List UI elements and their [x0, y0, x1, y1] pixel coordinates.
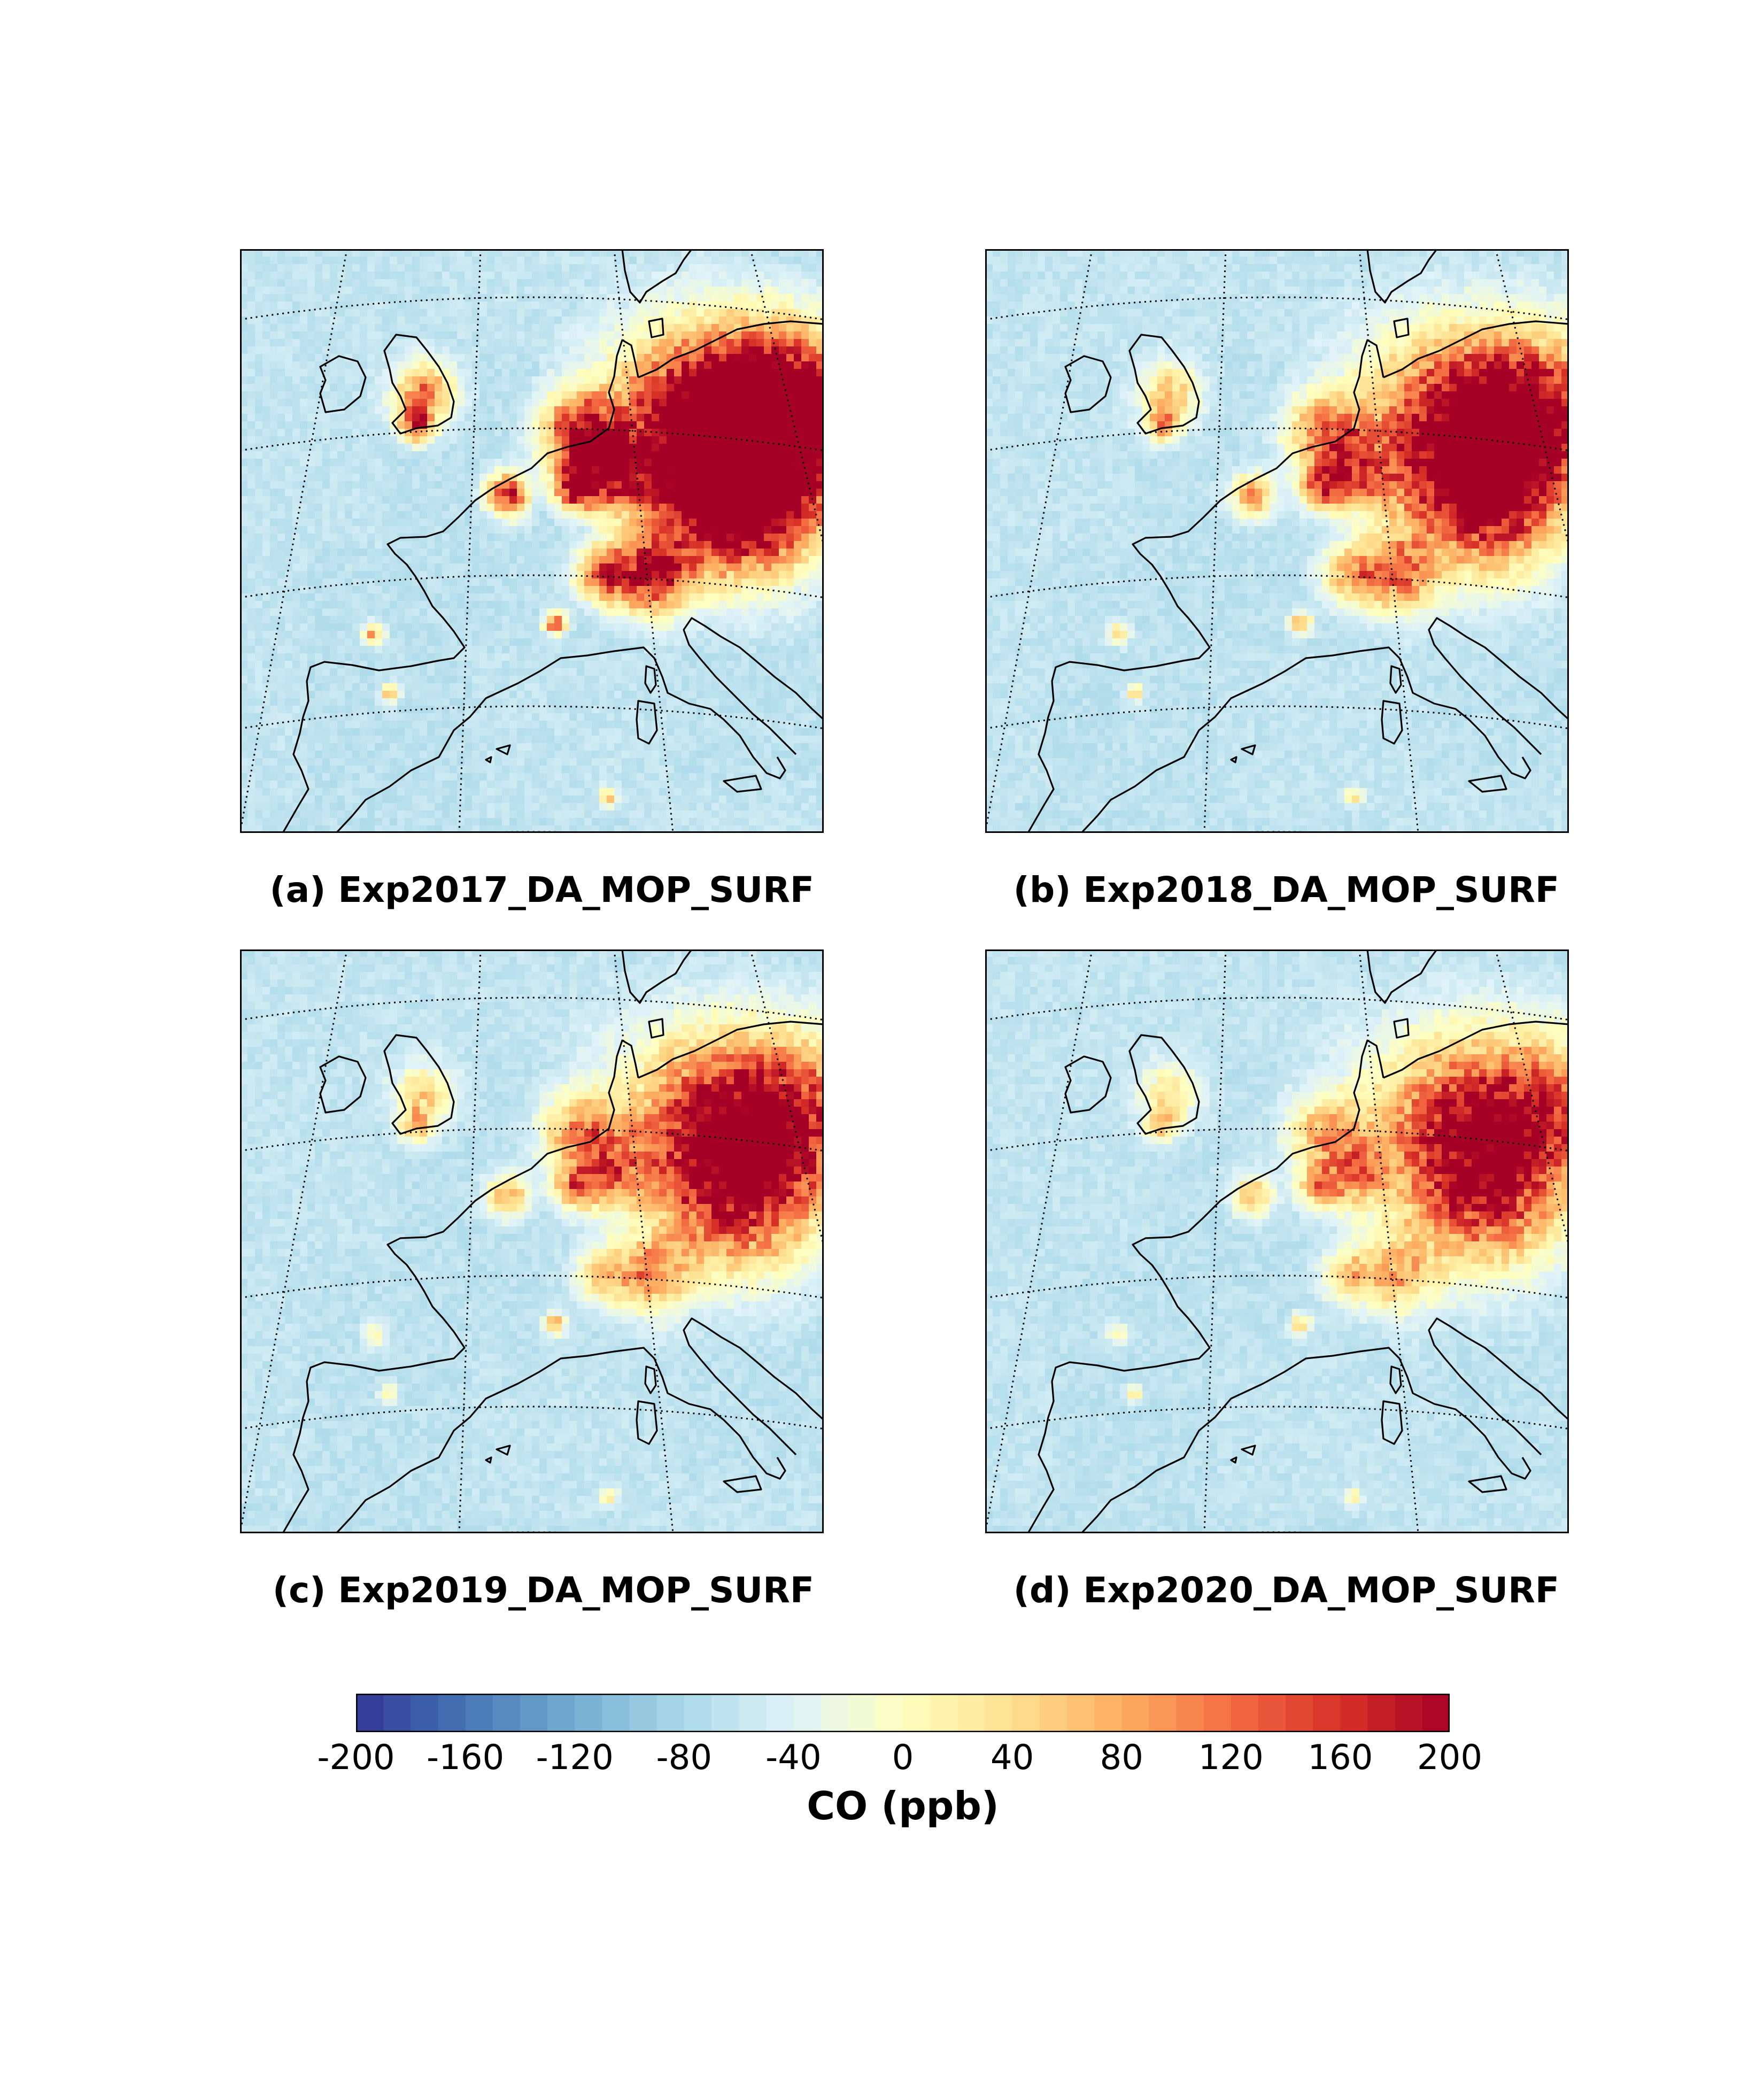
colorbar-bin: [739, 1694, 767, 1732]
colorbar-bin: [656, 1694, 685, 1732]
map-a: [240, 249, 824, 833]
colorbar-bin: [957, 1694, 986, 1732]
co-field: [985, 949, 1569, 1533]
colorbar-bin: [1340, 1694, 1368, 1732]
colorbar-bin: [848, 1694, 876, 1732]
colorbar-label: CO (ppb): [636, 1783, 1170, 1829]
map-c: [240, 949, 824, 1533]
coastlines: [282, 949, 824, 1533]
colorbar-bin: [1313, 1694, 1341, 1732]
colorbar-tick: -80: [631, 1738, 738, 1778]
colorbar-bin: [684, 1694, 712, 1732]
panel-caption-d: (d) Exp2020_DA_MOP_SURF: [976, 1569, 1559, 1612]
colorbar-bin: [602, 1694, 630, 1732]
colorbar-bin: [383, 1694, 412, 1732]
coastlines: [1027, 949, 1569, 1533]
colorbar-tick: 120: [1178, 1738, 1285, 1778]
colorbar-bin: [465, 1694, 493, 1732]
colorbar-bin: [438, 1694, 466, 1732]
colorbar-bin: [356, 1694, 384, 1732]
colorbar-bin: [1039, 1694, 1067, 1732]
colorbar-tick: -160: [412, 1738, 519, 1778]
colorbar-bin: [1231, 1694, 1259, 1732]
map-frame: [985, 249, 1569, 833]
colorbar-bin: [793, 1694, 822, 1732]
colorbar-bin: [1121, 1694, 1150, 1732]
colorbar-bin: [411, 1694, 439, 1732]
colorbar-tick: -120: [521, 1738, 628, 1778]
colorbar-tick: 160: [1287, 1738, 1394, 1778]
map-panel-a: [240, 249, 824, 833]
panel-caption-c: (c) Exp2019_DA_MOP_SURF: [230, 1569, 814, 1612]
map-panel-c: [240, 949, 824, 1533]
co-field: [240, 249, 824, 833]
panel-caption-a: (a) Exp2017_DA_MOP_SURF: [230, 869, 815, 912]
colorbar-tick: 40: [959, 1738, 1066, 1778]
map-d: [985, 949, 1569, 1533]
panel-caption-b: (b) Exp2018_DA_MOP_SURF: [976, 869, 1559, 912]
coastlines: [282, 249, 824, 833]
colorbar-bin: [1422, 1694, 1450, 1732]
co-field: [240, 949, 824, 1533]
colorbar-tick: -200: [303, 1738, 409, 1778]
colorbar-tick: 0: [849, 1738, 956, 1778]
colorbar-bin: [1395, 1694, 1423, 1732]
colorbar-bin: [575, 1694, 603, 1732]
colorbar-bin: [629, 1694, 657, 1732]
colorbar-bin: [930, 1694, 958, 1732]
colorbar-bin: [1258, 1694, 1286, 1732]
co-field: [985, 249, 1569, 833]
colorbar-bin: [520, 1694, 548, 1732]
colorbar-bin: [766, 1694, 794, 1732]
map-frame: [240, 949, 824, 1533]
map-b: [985, 249, 1569, 833]
colorbar-bin: [903, 1694, 931, 1732]
colorbar-bin: [1094, 1694, 1122, 1732]
map-panel-b: [985, 249, 1569, 833]
colorbar-bin: [1066, 1694, 1095, 1732]
colorbar-bin: [1149, 1694, 1177, 1732]
colorbar-bin: [547, 1694, 575, 1732]
map-frame: [985, 949, 1569, 1533]
colorbar-bin: [875, 1694, 903, 1732]
colorbar-frame: [356, 1694, 1450, 1732]
colorbar-bin: [1203, 1694, 1232, 1732]
colorbar-bin: [1286, 1694, 1314, 1732]
colorbar-tick: -40: [740, 1738, 847, 1778]
colorbar-bin: [711, 1694, 739, 1732]
coastlines: [1027, 249, 1569, 833]
colorbar-bin: [1367, 1694, 1396, 1732]
colorbar: [356, 1694, 1450, 1732]
map-panel-d: [985, 949, 1569, 1533]
colorbar-bin: [1012, 1694, 1040, 1732]
colorbar-bin: [1176, 1694, 1204, 1732]
colorbar-bin: [492, 1694, 521, 1732]
map-frame: [240, 249, 824, 833]
colorbar-bin: [985, 1694, 1013, 1732]
colorbar-tick: 200: [1396, 1738, 1503, 1778]
colorbar-bin: [821, 1694, 849, 1732]
colorbar-tick: 80: [1068, 1738, 1175, 1778]
